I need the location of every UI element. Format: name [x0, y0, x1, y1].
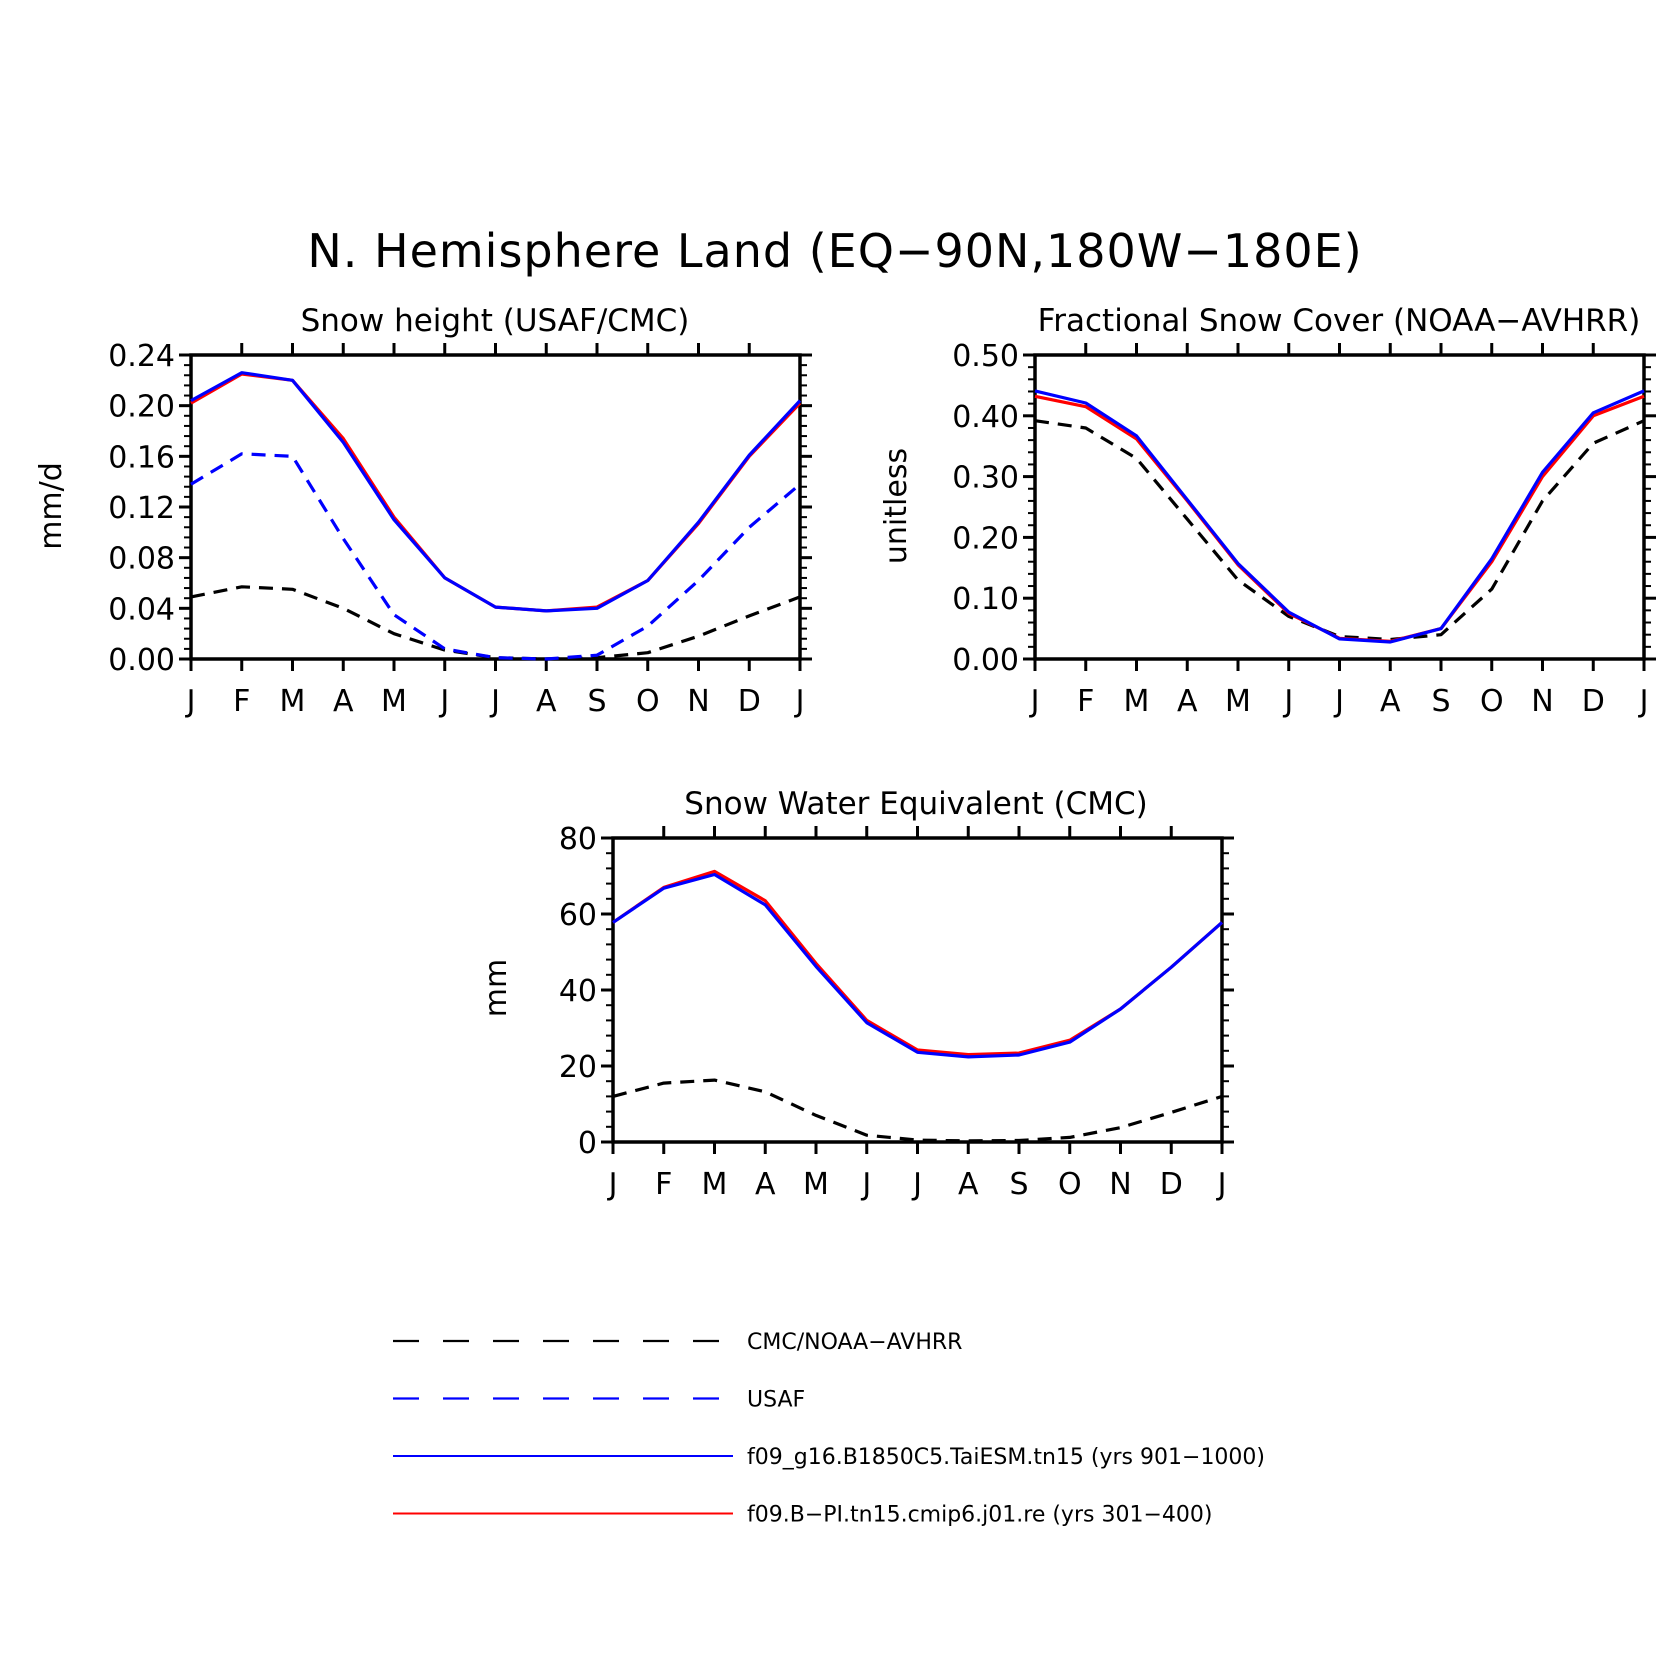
- x-tick-label: J: [1029, 684, 1040, 719]
- x-tick-label: M: [702, 1167, 728, 1202]
- series-line-cmc-noaa-avhrr: [190, 585, 801, 661]
- series-line-f09-b-pi-tn15-cmip6-j01-re-yrs-301-400: [190, 372, 802, 613]
- y-tick-label: 0.00: [952, 643, 1019, 678]
- x-tick-label: S: [1431, 684, 1450, 719]
- x-tick-label: A: [958, 1167, 979, 1202]
- y-tick-label: 40: [559, 974, 597, 1009]
- y-axis-label: unitless: [879, 448, 914, 564]
- x-tick-label: J: [911, 1167, 922, 1202]
- y-tick-label: 0.12: [108, 491, 175, 526]
- series-line-usaf: [190, 452, 802, 661]
- x-tick-label: O: [636, 684, 660, 719]
- legend-label-f09-b-pi-tn15-cmip6-j01-re-yrs-301-400: f09.B−PI.tn15.cmip6.j01.re (yrs 301−400): [747, 1503, 1212, 1528]
- x-tick-label: J: [438, 684, 449, 719]
- x-tick-label: J: [1333, 684, 1344, 719]
- plot-frame: [611, 836, 1224, 1144]
- y-tick-label: 0: [578, 1126, 597, 1161]
- y-tick-label: 0.10: [952, 582, 1019, 617]
- panel-title: Snow height (USAF/CMC): [301, 303, 690, 339]
- y-tick-label: 20: [559, 1050, 597, 1085]
- legend-label-f09-g16-b1850c5-taiesm-tn15-yrs-901-1000: f09_g16.B1850C5.TaiESM.tn15 (yrs 901−100…: [747, 1445, 1265, 1470]
- x-tick-label: A: [755, 1167, 776, 1202]
- x-tick-label: F: [1077, 684, 1094, 719]
- plot-frame: [1033, 353, 1646, 661]
- series-line-f09-g16-b1850c5-taiesm-tn15-yrs-901-1000: [190, 371, 802, 613]
- x-tick-label: J: [185, 684, 196, 719]
- x-tick-label: O: [1480, 684, 1504, 719]
- x-tick-label: M: [1124, 684, 1150, 719]
- y-axis-label: mm/d: [34, 462, 69, 550]
- x-tick-label: J: [489, 684, 500, 719]
- x-tick-label: M: [280, 684, 306, 719]
- x-tick-label: N: [1531, 684, 1553, 719]
- x-tick-label: J: [860, 1167, 871, 1202]
- series-line-f09-g16-b1850c5-taiesm-tn15-yrs-901-1000: [612, 872, 1224, 1059]
- x-tick-label: D: [1582, 684, 1605, 719]
- legend: CMC/NOAA−AVHRR USAF f09_g16.B1850C5.TaiESM…: [393, 1330, 1265, 1528]
- x-tick-label: D: [738, 684, 761, 719]
- y-axis-label: mm: [479, 959, 514, 1017]
- x-tick-label: N: [1109, 1167, 1131, 1202]
- x-tick-label: M: [381, 684, 407, 719]
- y-tick-label: 0.20: [108, 390, 175, 425]
- y-tick-label: 0.16: [108, 440, 175, 475]
- legend-label-cmc-noaa-avhrr: CMC/NOAA−AVHRR: [747, 1330, 962, 1355]
- y-tick-label: 0.30: [952, 461, 1019, 496]
- x-tick-label: S: [587, 684, 606, 719]
- x-tick-label: A: [333, 684, 354, 719]
- x-tick-label: M: [1225, 684, 1251, 719]
- x-tick-label: J: [1638, 684, 1649, 719]
- x-tick-label: F: [233, 684, 250, 719]
- panel-title: Snow Water Equivalent (CMC): [684, 786, 1147, 822]
- x-tick-label: O: [1058, 1167, 1082, 1202]
- y-tick-label: 0.40: [952, 400, 1019, 435]
- figure-title: N. Hemisphere Land (EQ−90N,180W−180E): [307, 224, 1362, 278]
- series-line-f09-b-pi-tn15-cmip6-j01-re-yrs-301-400: [1034, 394, 1645, 644]
- panel-fractional-snow-cover: Fractional Snow Cover (NOAA−AVHRR) unitl…: [879, 303, 1656, 719]
- x-tick-label: J: [607, 1167, 618, 1202]
- y-tick-label: 0.00: [108, 643, 175, 678]
- x-tick-label: J: [1282, 684, 1293, 719]
- x-tick-label: M: [803, 1167, 829, 1202]
- legend-label-usaf: USAF: [747, 1388, 805, 1413]
- y-tick-label: 0.08: [108, 542, 175, 577]
- x-tick-label: A: [1177, 684, 1198, 719]
- x-tick-label: A: [1380, 684, 1401, 719]
- y-tick-label: 0.04: [108, 592, 175, 627]
- y-tick-label: 0.50: [952, 339, 1019, 374]
- x-tick-label: J: [1216, 1167, 1227, 1202]
- series-line-f09-g16-b1850c5-taiesm-tn15-yrs-901-1000: [1034, 389, 1645, 644]
- y-tick-label: 0.24: [108, 339, 175, 374]
- panel-title: Fractional Snow Cover (NOAA−AVHRR): [1038, 303, 1641, 339]
- y-tick-label: 80: [559, 822, 597, 857]
- y-tick-label: 0.20: [952, 521, 1019, 556]
- series-line-f09-b-pi-tn15-cmip6-j01-re-yrs-301-400: [612, 869, 1224, 1057]
- series-line-cmc-noaa-avhrr: [1034, 419, 1645, 642]
- x-tick-label: F: [655, 1167, 672, 1202]
- x-tick-label: A: [536, 684, 557, 719]
- x-tick-label: S: [1009, 1167, 1028, 1202]
- x-tick-label: D: [1160, 1167, 1183, 1202]
- x-tick-label: N: [687, 684, 709, 719]
- series-line-cmc-noaa-avhrr: [612, 1078, 1223, 1143]
- x-tick-label: J: [794, 684, 805, 719]
- y-tick-label: 60: [559, 898, 597, 933]
